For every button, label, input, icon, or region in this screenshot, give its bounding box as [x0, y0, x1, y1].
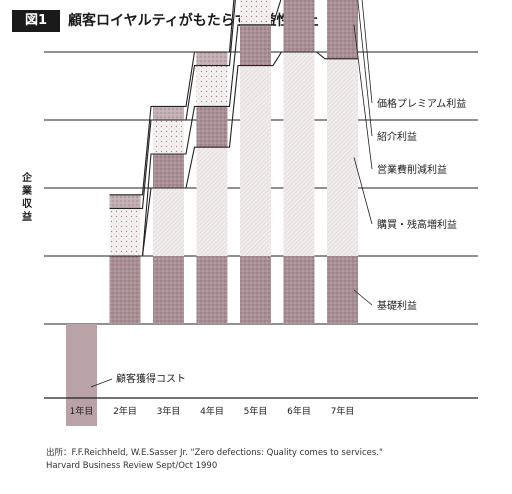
bar-7-series-3: [327, 0, 358, 59]
leader-line-series-0: [90, 378, 113, 388]
x-tick-7: 7年目: [331, 405, 355, 417]
connector-line-2: [109, 0, 282, 257]
source-line-2: Harvard Business Review Sept/Oct 1990: [46, 461, 218, 471]
connector-line-1: [109, 51, 358, 257]
bar-6-series-3: [283, 0, 315, 53]
leader-line-series-5: [361, 0, 373, 104]
x-tick-4: 4年目: [200, 405, 224, 417]
bar-6-series-1: [283, 256, 315, 324]
bar-2-series-4: [109, 208, 141, 256]
x-tick-labels: 1年目 2年目 3年目 4年目 5年目 6年目 7年目: [70, 405, 355, 417]
bar-5-series-1: [240, 256, 271, 324]
leader-line-series-2: [353, 157, 373, 225]
source-note: 出所：F.F.Reichheld, W.E.Sasser Jr. "Zero d…: [46, 447, 383, 473]
bar-5-series-4: [240, 0, 271, 25]
x-tick-3: 3年目: [157, 405, 181, 417]
bar-7-series-1: [327, 256, 358, 324]
bar-5-series-2: [240, 65, 271, 256]
source-line-1: 出所：F.F.Reichheld, W.E.Sasser Jr. "Zero d…: [46, 448, 383, 458]
bar-4-series-2: [196, 147, 228, 256]
x-tick-1: 1年目: [70, 405, 94, 417]
bar-6-series-2: [283, 52, 315, 256]
bar-4-series-1: [196, 256, 228, 324]
y-axis-label: 企業収益: [22, 173, 32, 223]
bar-3-series-4: [153, 120, 184, 154]
series-label-4: 紹介利益: [377, 130, 417, 143]
bar-4-series-3: [196, 106, 228, 148]
connector-line-3: [109, 0, 236, 209]
bar-7-series-2: [327, 58, 358, 256]
bar-4-series-5: [196, 52, 228, 66]
series-label-5: 価格プレミアム利益: [377, 97, 466, 110]
leader-line-series-1: [353, 289, 373, 306]
bar-3-series-3: [153, 154, 184, 188]
series-label-2: 購買・残高増利益: [377, 218, 457, 231]
series-label-3: 営業費削減利益: [377, 163, 447, 176]
step-connectors: [109, 0, 358, 257]
bar-3-series-1: [153, 256, 184, 324]
x-tick-6: 6年目: [287, 405, 311, 417]
leader-line-series-3: [353, 24, 373, 170]
bar-3-series-2: [153, 188, 184, 256]
leader-line-series-4: [357, 0, 373, 137]
figure-badge: 図1: [12, 10, 60, 32]
bar-1-series-0: [66, 324, 97, 426]
bar-segments: [66, 0, 358, 426]
series-label-0: 顧客獲得コスト: [116, 372, 186, 385]
x-tick-5: 5年目: [244, 405, 268, 417]
series-label-1: 基礎利益: [377, 299, 417, 312]
bar-3-series-5: [153, 106, 184, 120]
bar-2-series-1: [109, 256, 141, 324]
x-tick-2: 2年目: [113, 405, 137, 417]
bar-5-series-3: [240, 24, 271, 66]
bar-4-series-4: [196, 65, 228, 107]
connector-line-4: [109, 0, 235, 196]
bar-2-series-5: [109, 194, 141, 209]
